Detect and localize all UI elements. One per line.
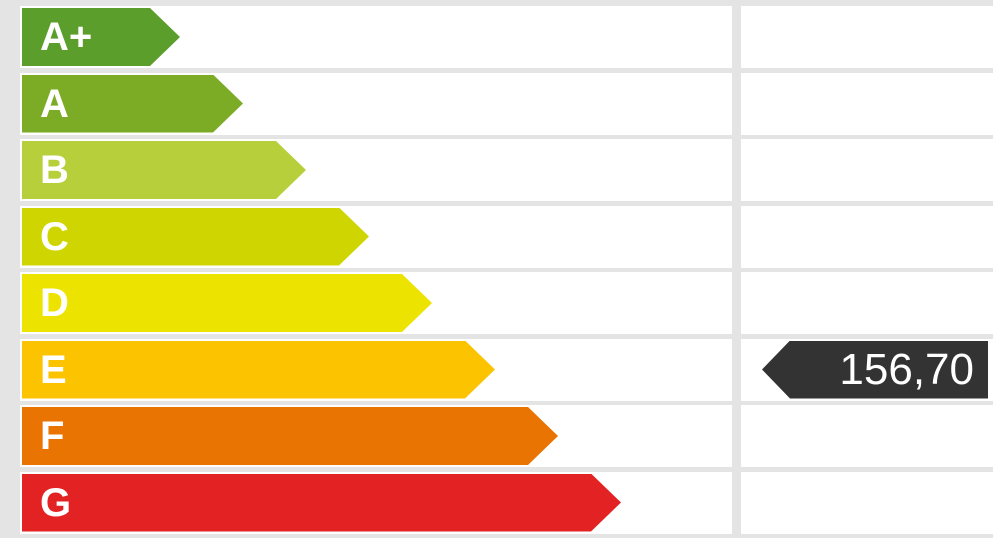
rating-row-g: G xyxy=(20,471,993,534)
value-cell xyxy=(741,471,993,534)
rating-label: B xyxy=(40,148,69,192)
rating-label: F xyxy=(40,414,65,458)
rating-bar-f: F xyxy=(22,407,558,465)
rating-label: E xyxy=(40,347,67,392)
rating-row-a: A xyxy=(20,72,993,135)
value-cell xyxy=(741,6,993,68)
rating-bar-d: D xyxy=(22,274,432,332)
energy-rating-table: A+ A B C D xyxy=(20,6,993,538)
rating-bar-cell: G xyxy=(20,471,732,534)
rating-bar-a-plus: A+ xyxy=(22,8,180,66)
rating-bar-a: A xyxy=(22,75,243,133)
rating-bar-cell: D xyxy=(20,272,732,334)
rating-row-b: B xyxy=(20,139,993,201)
rating-row-e: E 156,70 xyxy=(20,338,993,401)
rating-row-c: C xyxy=(20,205,993,268)
value-cell xyxy=(741,205,993,268)
value-cell: 156,70 xyxy=(741,338,993,401)
rating-row-f: F xyxy=(20,405,993,467)
rating-bar-cell: A+ xyxy=(20,6,732,68)
rating-bar-cell: F xyxy=(20,405,732,467)
rating-label: G xyxy=(40,480,72,525)
rating-bar-b: B xyxy=(22,141,306,199)
rating-row-a-plus: A+ xyxy=(20,6,993,68)
rating-label: A xyxy=(40,81,69,126)
value-cell xyxy=(741,272,993,334)
current-rating-pointer: 156,70 xyxy=(762,340,988,399)
current-rating-value: 156,70 xyxy=(839,344,974,394)
rating-bar-cell: A xyxy=(20,72,732,135)
rating-label: C xyxy=(40,214,69,259)
value-cell xyxy=(741,405,993,467)
value-cell xyxy=(741,139,993,201)
rating-bar-cell: C xyxy=(20,205,732,268)
rating-bar-g: G xyxy=(22,474,621,532)
rating-label: D xyxy=(40,281,69,325)
rating-bar-cell: E xyxy=(20,338,732,401)
value-cell xyxy=(741,72,993,135)
rating-bar-e: E xyxy=(22,341,495,399)
rating-bar-c: C xyxy=(22,208,369,266)
rating-bar-cell: B xyxy=(20,139,732,201)
rating-row-d: D xyxy=(20,272,993,334)
rating-label: A+ xyxy=(40,15,93,59)
